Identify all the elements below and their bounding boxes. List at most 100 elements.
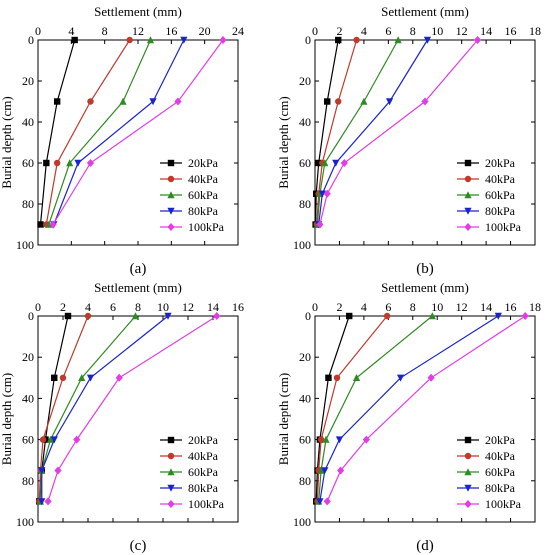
data-point bbox=[521, 312, 529, 320]
y-axis-title: Burial depth (cm) bbox=[0, 373, 14, 465]
series-line bbox=[45, 39, 131, 225]
x-tick-label: 2 bbox=[336, 24, 342, 38]
series-100kpa bbox=[316, 36, 482, 229]
data-point bbox=[316, 220, 324, 229]
legend-marker bbox=[167, 468, 175, 476]
data-point bbox=[115, 373, 123, 382]
x-tick-label: 12 bbox=[456, 300, 468, 314]
y-tick-label: 20 bbox=[22, 74, 34, 88]
y-tick-label: 100 bbox=[293, 515, 311, 529]
data-point bbox=[180, 36, 188, 44]
data-point bbox=[37, 221, 44, 228]
x-tick-label: 18 bbox=[529, 300, 541, 314]
legend-label: 20kPa bbox=[188, 433, 219, 447]
x-tick-label: 14 bbox=[480, 24, 492, 38]
x-tick-label: 16 bbox=[505, 300, 517, 314]
x-tick-label: 8 bbox=[135, 300, 141, 314]
data-point bbox=[126, 36, 133, 44]
legend-marker bbox=[464, 223, 472, 231]
legend-label: 80kPa bbox=[485, 481, 516, 495]
data-point bbox=[394, 36, 402, 44]
series-60kpa bbox=[36, 312, 140, 505]
legend-marker bbox=[167, 484, 175, 492]
y-tick-label: 60 bbox=[299, 433, 311, 447]
data-point bbox=[353, 36, 360, 44]
data-point bbox=[396, 374, 405, 382]
x-tick-label: 14 bbox=[207, 300, 219, 314]
legend-label: 60kPa bbox=[188, 465, 219, 479]
data-point bbox=[315, 159, 322, 167]
legend-marker bbox=[464, 191, 472, 199]
x-tick-label: 6 bbox=[110, 300, 116, 314]
series-line bbox=[316, 315, 388, 502]
x-tick-label: 6 bbox=[385, 300, 391, 314]
legend-label: 100kPa bbox=[188, 497, 225, 511]
plot-frame bbox=[314, 39, 536, 246]
legend-marker bbox=[464, 484, 472, 492]
legend-marker bbox=[464, 500, 472, 508]
y-tick-label: 0 bbox=[305, 33, 311, 47]
data-point bbox=[71, 36, 78, 44]
series-line bbox=[316, 39, 399, 225]
data-point bbox=[51, 374, 58, 381]
data-point bbox=[317, 436, 325, 443]
data-point bbox=[219, 36, 227, 44]
panel-label: (a) bbox=[130, 261, 147, 277]
data-point bbox=[164, 312, 172, 320]
data-point bbox=[38, 498, 46, 506]
data-point bbox=[335, 98, 342, 105]
data-point bbox=[86, 159, 95, 167]
x-tick-label: 16 bbox=[505, 24, 517, 38]
x-tick-label: 12 bbox=[456, 24, 468, 38]
legend-marker bbox=[167, 223, 175, 231]
x-tick-label: 4 bbox=[68, 24, 74, 38]
data-point bbox=[174, 97, 182, 106]
data-point bbox=[321, 467, 329, 475]
series-line bbox=[318, 315, 433, 502]
data-point bbox=[335, 436, 344, 444]
data-point bbox=[325, 374, 332, 381]
x-tick-label: 0 bbox=[312, 24, 318, 38]
y-tick-label: 40 bbox=[22, 115, 34, 129]
series-line bbox=[48, 39, 152, 225]
x-tick-label: 24 bbox=[232, 24, 244, 38]
data-point bbox=[323, 497, 331, 506]
series-40kpa bbox=[43, 36, 133, 228]
legend-marker bbox=[167, 175, 175, 183]
data-point bbox=[66, 159, 74, 167]
legend-label: 80kPa bbox=[188, 204, 219, 218]
y-tick-label: 0 bbox=[28, 33, 34, 47]
legend-marker bbox=[167, 452, 175, 460]
chart-panel: 0 2 4 6 8 10 12 14 16 0 20 40 60 80 100 Settlement (mm)… bbox=[0, 280, 244, 554]
legend-marker bbox=[464, 175, 472, 183]
legend-label: 40kPa bbox=[188, 449, 219, 463]
legend-label: 40kPa bbox=[485, 449, 516, 463]
series-line bbox=[52, 39, 224, 225]
legend-marker bbox=[167, 207, 175, 215]
y-tick-label: 60 bbox=[22, 156, 34, 170]
y-axis-title: Burial depth (cm) bbox=[276, 373, 291, 465]
data-point bbox=[360, 97, 368, 105]
legend-label: 80kPa bbox=[485, 204, 516, 218]
legend-marker bbox=[167, 500, 175, 508]
data-point bbox=[78, 374, 86, 381]
data-point bbox=[337, 466, 345, 475]
x-axis-title: Settlement (mm) bbox=[94, 4, 182, 19]
y-tick-label: 100 bbox=[293, 238, 311, 252]
legend-label: 60kPa bbox=[485, 188, 516, 202]
y-tick-label: 20 bbox=[299, 74, 311, 88]
data-point bbox=[131, 312, 140, 320]
x-tick-label: 16 bbox=[165, 24, 177, 38]
panel-label: (c) bbox=[130, 538, 147, 554]
data-point bbox=[73, 435, 81, 444]
data-point bbox=[317, 466, 325, 474]
data-point bbox=[421, 97, 429, 106]
x-axis-title: Settlement (mm) bbox=[381, 4, 469, 19]
data-point bbox=[146, 36, 155, 44]
legend-label: 20kPa bbox=[485, 156, 516, 170]
data-point bbox=[423, 36, 432, 44]
x-tick-label: 8 bbox=[410, 300, 416, 314]
data-point bbox=[385, 98, 394, 106]
data-point bbox=[428, 312, 436, 320]
